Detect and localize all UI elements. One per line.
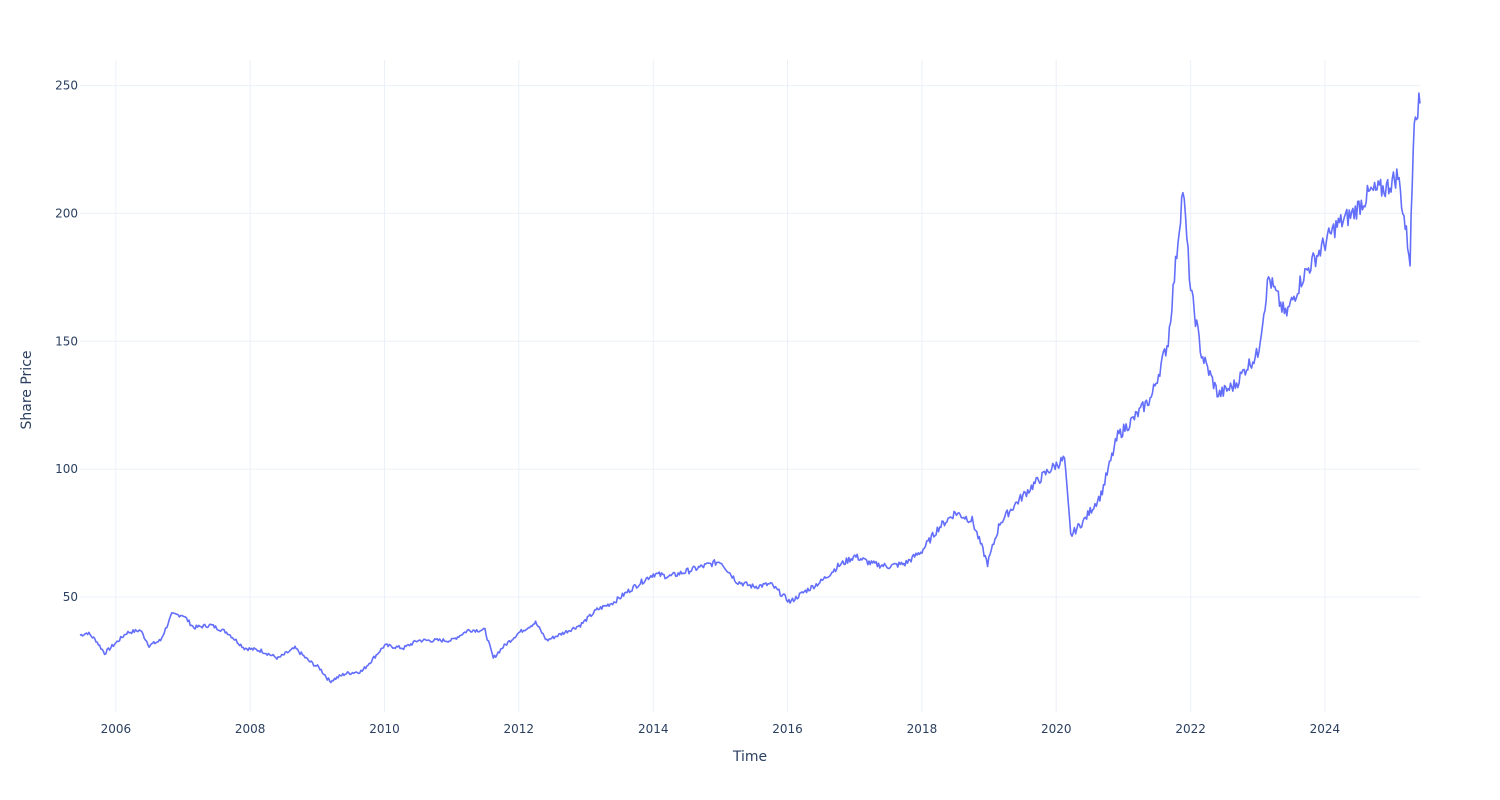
x-tick-label: 2006 [101, 722, 132, 736]
x-tick-label: 2024 [1310, 722, 1341, 736]
x-tick-label: 2012 [504, 722, 535, 736]
y-tick-label: 250 [55, 79, 78, 93]
y-tick-label: 100 [55, 462, 78, 476]
x-tick-label: 2018 [907, 722, 938, 736]
x-tick-label: 2020 [1041, 722, 1072, 736]
x-axis-title: Time [732, 749, 767, 765]
y-tick-labels: 50 100 150 200 250 [55, 79, 78, 604]
x-tick-label: 2016 [772, 722, 803, 736]
x-tick-labels: 2006 2008 2010 2012 2014 2016 2018 2020 2022 2024 [101, 722, 1341, 736]
x-tick-label: 2008 [235, 722, 266, 736]
x-tick-label: 2010 [369, 722, 400, 736]
y-tick-label: 150 [55, 334, 78, 348]
y-tick-label: 200 [55, 206, 78, 220]
x-tick-label: 2022 [1175, 722, 1206, 736]
share-price-series-line [79, 92, 1421, 684]
y-tick-label: 50 [63, 590, 78, 604]
series-layer [79, 92, 1421, 684]
x-tick-label: 2014 [638, 722, 669, 736]
y-axis-title: Share Price [19, 350, 35, 429]
x-gridlines [115, 60, 1326, 712]
y-gridlines [80, 85, 1420, 598]
